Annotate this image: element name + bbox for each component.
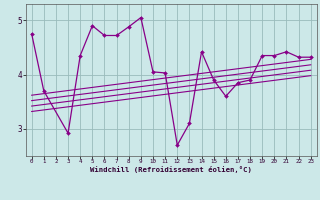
X-axis label: Windchill (Refroidissement éolien,°C): Windchill (Refroidissement éolien,°C) <box>90 166 252 173</box>
